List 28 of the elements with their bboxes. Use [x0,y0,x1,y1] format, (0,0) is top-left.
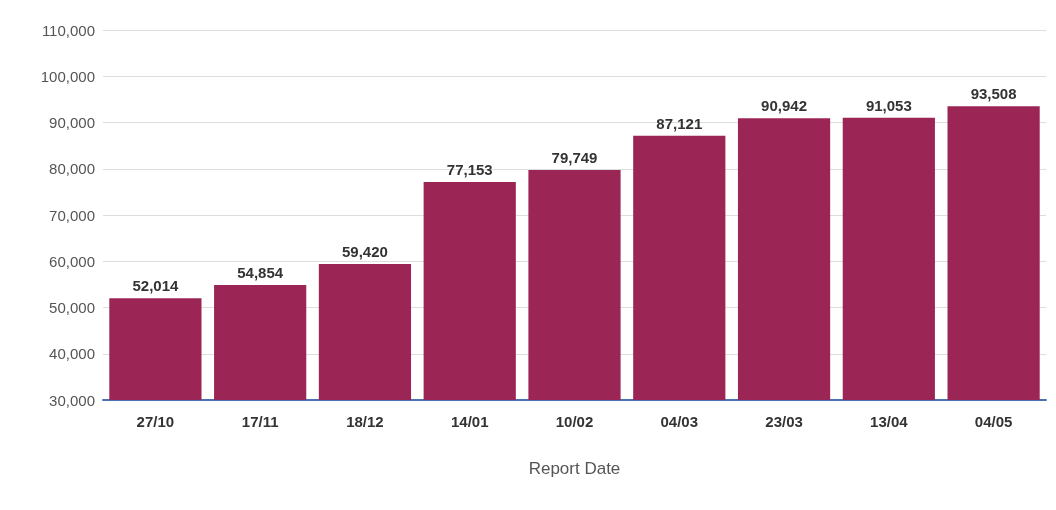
y-tick-label: 70,000 [49,206,95,224]
x-axis-title: Report Date [528,459,621,478]
x-tick-label: 10/02 [555,413,594,430]
x-tick-label: 18/12 [346,413,384,430]
x-tick-label: 04/03 [660,413,699,430]
x-tick-label: 17/11 [241,413,279,430]
data-label: 79,749 [551,148,598,166]
x-tick-label: 23/03 [765,413,803,430]
data-label: 52,014 [132,277,179,295]
data-label: 93,508 [970,85,1017,103]
y-tick-label: 80,000 [49,160,95,178]
y-tick-label: 60,000 [49,252,95,270]
y-tick-label: 100,000 [40,67,95,85]
y-tick-label: 110,000 [41,21,95,39]
data-label: 59,420 [342,242,388,260]
x-tick-label: 14/01 [450,413,489,430]
x-tick-label: 27/10 [136,413,175,430]
x-tick-label: 04/05 [974,413,1013,430]
data-label: 90,942 [761,97,807,115]
x-tick-label: 13/04 [870,413,909,430]
data-label: 54,854 [237,264,284,282]
data-label: 91,053 [865,96,912,114]
y-tick-label: 30,000 [49,391,95,409]
y-tick-label: 90,000 [49,114,95,131]
data-label: 77,153 [446,160,493,178]
y-tick-label: 40,000 [49,345,95,363]
data-label: 87,121 [656,114,703,132]
y-tick-label: 50,000 [49,299,95,316]
